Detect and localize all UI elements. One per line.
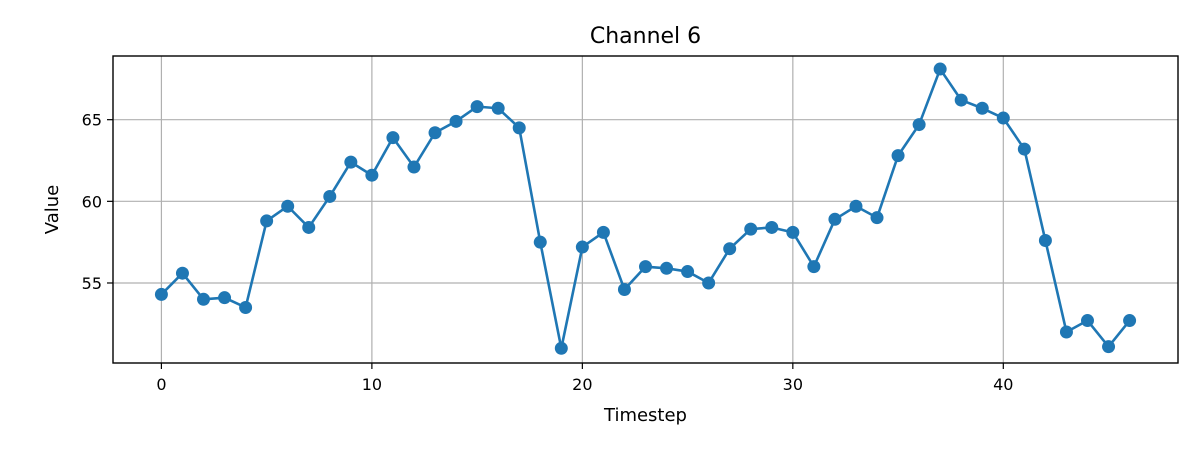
data-point (975, 101, 989, 115)
x-tick-label: 20 (572, 375, 592, 394)
x-axis-label: Timestep (603, 405, 687, 426)
data-point (1081, 314, 1094, 328)
data-point (807, 260, 821, 274)
data-point (260, 214, 274, 228)
data-point (533, 235, 547, 249)
data-point (386, 131, 400, 145)
data-point (660, 261, 674, 275)
data-point (849, 199, 863, 213)
data-point (239, 300, 253, 314)
data-point (344, 155, 358, 169)
data-point (365, 168, 379, 182)
x-tick-label: 0 (156, 375, 166, 394)
data-point (891, 149, 905, 163)
x-tick-label: 10 (362, 375, 382, 394)
x-tick-label: 30 (783, 375, 803, 394)
y-tick-label: 65 (82, 111, 102, 130)
data-point (428, 126, 442, 140)
data-point (1102, 340, 1116, 354)
data-point (281, 199, 295, 213)
data-point (491, 101, 505, 115)
data-point (639, 260, 652, 274)
chart-title: Channel 6 (590, 24, 701, 49)
data-point (912, 118, 926, 132)
data-point (470, 100, 484, 114)
data-point (933, 62, 947, 76)
data-point (1038, 234, 1052, 248)
data-point (218, 291, 232, 305)
plot-frame (112, 55, 1179, 364)
data-point (786, 225, 800, 239)
data-point (828, 212, 842, 226)
data-point (512, 121, 526, 135)
x-tick-label: 40 (993, 375, 1013, 394)
data-point (175, 266, 189, 280)
data-point (197, 292, 210, 306)
data-point (723, 242, 737, 256)
data-point (765, 220, 779, 234)
data-point (1059, 325, 1073, 339)
data-point (323, 189, 337, 203)
data-point (996, 111, 1010, 125)
data-point (302, 220, 316, 234)
y-tick-label: 55 (82, 274, 102, 293)
data-point (681, 265, 695, 279)
data-point (1123, 314, 1137, 328)
data-point (154, 287, 168, 301)
data-point (407, 160, 421, 174)
data-point (554, 341, 568, 355)
y-axis-label: Value (42, 185, 63, 234)
data-point (744, 222, 758, 236)
data-point (870, 211, 884, 225)
data-point (449, 114, 463, 128)
y-tick-label: 60 (82, 192, 102, 211)
axis-ticks: 0 10 20 30 40 55 60 65 (82, 111, 1014, 394)
series-layer (154, 62, 1137, 355)
data-point (617, 283, 631, 297)
data-point (954, 93, 968, 107)
data-point (575, 240, 589, 254)
data-point (596, 225, 610, 239)
data-point (1017, 142, 1031, 156)
data-point (702, 276, 716, 290)
